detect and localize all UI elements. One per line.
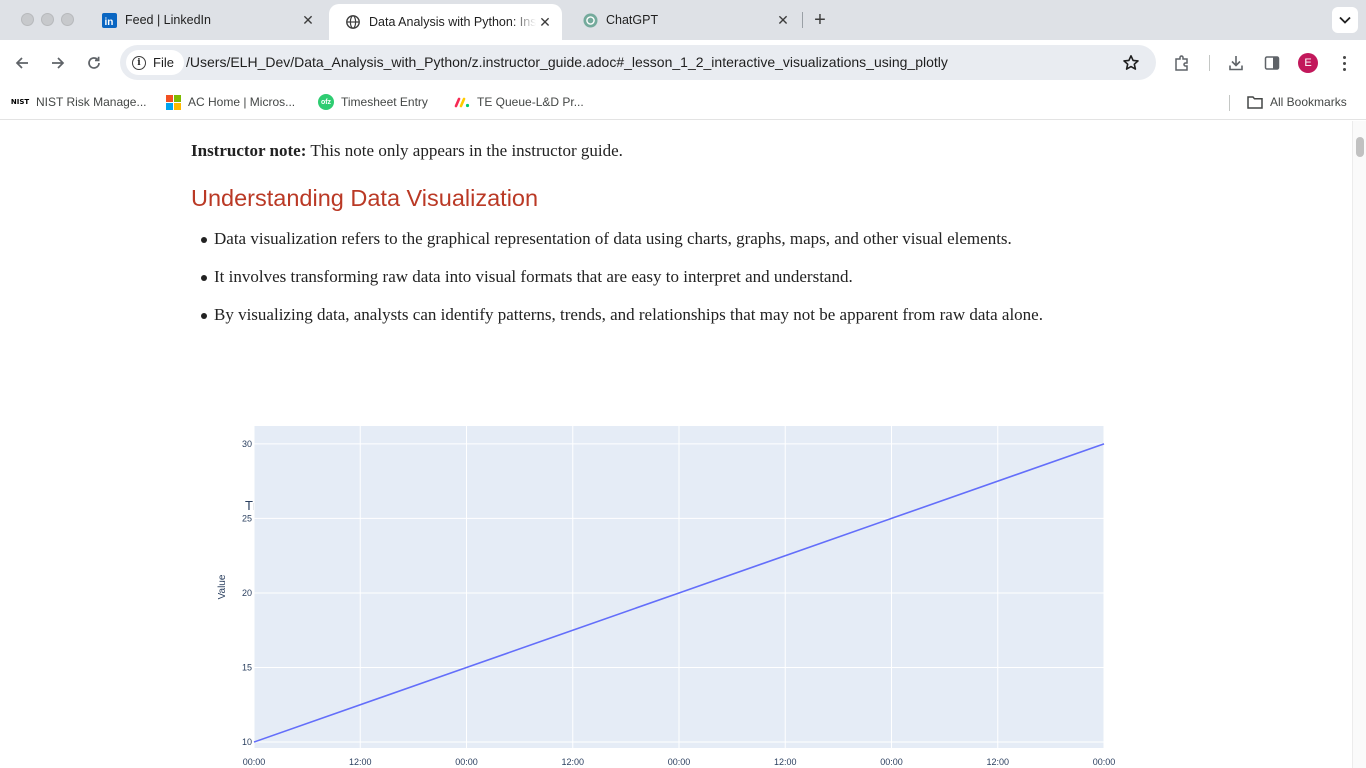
tab-title: ChatGPT — [606, 13, 774, 27]
nist-icon: NIST — [11, 94, 29, 110]
globe-icon — [345, 14, 361, 30]
list-item: Data visualization refers to the graphic… — [214, 229, 1043, 267]
y-tick-label: 30 — [242, 439, 252, 449]
tab-separator — [802, 12, 803, 28]
page-content: Instructor note: This note only appears … — [0, 121, 1352, 768]
chatgpt-icon — [582, 12, 598, 28]
bookmark-nist[interactable]: NIST NIST Risk Manage... — [11, 92, 146, 112]
forward-arrow-icon — [50, 55, 66, 71]
bookmark-star-button[interactable] — [1121, 53, 1141, 73]
bookmark-label: TE Queue-L&D Pr... — [477, 95, 584, 109]
ofz-icon: ofz — [318, 94, 334, 110]
list-item: It involves transforming raw data into v… — [214, 267, 1043, 305]
instructor-note: Instructor note: This note only appears … — [191, 141, 623, 161]
side-panel-button[interactable] — [1261, 52, 1283, 74]
bookmarks-separator — [1229, 95, 1230, 111]
scrollbar[interactable] — [1352, 121, 1366, 768]
puzzle-icon — [1173, 54, 1191, 72]
x-tick-label-time: 12:00 — [986, 757, 1009, 767]
toolbar: i File /Users/ELH_Dev/Data_Analysis_with… — [0, 40, 1366, 86]
menu-button[interactable] — [1334, 52, 1354, 74]
y-tick-label: 15 — [242, 663, 252, 673]
y-tick-label: 20 — [242, 588, 252, 598]
bookmark-ac-home[interactable]: AC Home | Micros... — [165, 92, 295, 112]
info-icon: i — [132, 56, 146, 70]
section-heading: Understanding Data Visualization — [191, 185, 538, 212]
y-axis-label: Value — [217, 574, 228, 599]
list-item: By visualizing data, analysts can identi… — [214, 305, 1043, 343]
bookmark-timesheet[interactable]: ofz Timesheet Entry — [318, 92, 428, 112]
tab-chatgpt[interactable]: ChatGPT ✕ — [566, 4, 800, 36]
download-icon — [1227, 54, 1245, 72]
x-tick-label-time: 00:00 — [668, 757, 691, 767]
tab-search-button[interactable] — [1332, 7, 1358, 33]
folder-icon — [1247, 94, 1263, 110]
x-tick-label-time: 12:00 — [774, 757, 797, 767]
close-icon[interactable]: ✕ — [299, 11, 317, 29]
reload-button[interactable] — [81, 50, 107, 76]
window-minimize-button[interactable] — [41, 13, 54, 26]
all-bookmarks-label: All Bookmarks — [1270, 95, 1347, 109]
bookmark-te-queue[interactable]: TE Queue-L&D Pr... — [454, 92, 584, 112]
reload-icon — [86, 55, 102, 71]
trends-chart[interactable]: Trends Over Time00:00Jan 1, 202312:0000:… — [200, 361, 1160, 768]
x-tick-label-time: 00:00 — [455, 757, 478, 767]
scrollbar-thumb[interactable] — [1356, 137, 1364, 157]
side-panel-icon — [1263, 54, 1281, 72]
extensions-button[interactable] — [1171, 52, 1193, 74]
bullet-list: Data visualization refers to the graphic… — [214, 229, 1043, 343]
y-tick-label: 10 — [242, 737, 252, 747]
close-icon[interactable]: ✕ — [536, 13, 554, 31]
window-zoom-button[interactable] — [61, 13, 74, 26]
chevron-down-icon — [1339, 16, 1351, 24]
linkedin-icon: in — [101, 12, 117, 28]
tab-title: Feed | LinkedIn — [125, 13, 299, 27]
back-button[interactable] — [9, 50, 35, 76]
instructor-note-text: This note only appears in the instructor… — [310, 141, 623, 160]
x-tick-label-time: 00:00 — [243, 757, 266, 767]
star-icon — [1122, 54, 1140, 72]
x-tick-label-time: 12:00 — [349, 757, 372, 767]
tab-data-analysis[interactable]: Data Analysis with Python: Instructor Gu… — [329, 4, 562, 40]
y-tick-label: 25 — [242, 513, 252, 523]
bookmark-label: NIST Risk Manage... — [36, 95, 146, 109]
all-bookmarks-button[interactable]: All Bookmarks — [1247, 92, 1347, 112]
x-tick-label-time: 12:00 — [561, 757, 584, 767]
svg-text:in: in — [104, 17, 113, 28]
tab-strip: in Feed | LinkedIn ✕ Data Analysis with … — [0, 0, 1366, 40]
close-icon[interactable]: ✕ — [774, 11, 792, 29]
tab-title: Data Analysis with Python: Instructor Gu… — [369, 15, 536, 29]
downloads-button[interactable] — [1225, 52, 1247, 74]
bookmarks-bar: NIST NIST Risk Manage... AC Home | Micro… — [0, 86, 1366, 120]
forward-button[interactable] — [45, 50, 71, 76]
new-tab-button[interactable]: + — [809, 8, 831, 32]
instructor-note-label: Instructor note: — [191, 141, 306, 160]
bookmark-label: Timesheet Entry — [341, 95, 428, 109]
back-arrow-icon — [14, 55, 30, 71]
tab-linkedin[interactable]: in Feed | LinkedIn ✕ — [85, 4, 325, 36]
microsoft-icon — [165, 94, 181, 110]
x-tick-label-time: 00:00 — [1093, 757, 1116, 767]
x-tick-label-time: 00:00 — [880, 757, 903, 767]
window-close-button[interactable] — [21, 13, 34, 26]
site-info-chip[interactable]: i File — [126, 50, 184, 75]
chart-svg[interactable]: Trends Over Time00:00Jan 1, 202312:0000:… — [200, 361, 1160, 768]
monday-icon — [454, 94, 470, 110]
bookmark-label: AC Home | Micros... — [188, 95, 295, 109]
address-bar[interactable]: i File /Users/ELH_Dev/Data_Analysis_with… — [120, 45, 1156, 80]
toolbar-separator — [1209, 55, 1210, 71]
url-text[interactable]: /Users/ELH_Dev/Data_Analysis_with_Python… — [186, 54, 948, 70]
scheme-label: File — [153, 55, 174, 70]
profile-avatar[interactable]: E — [1298, 53, 1318, 73]
